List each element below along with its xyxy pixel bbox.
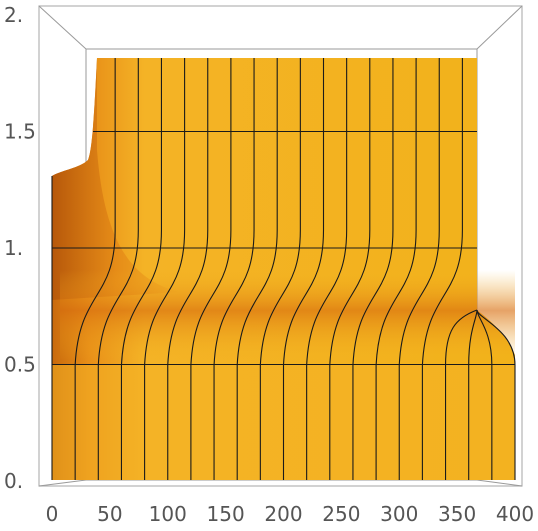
- mesh-vertical-line: [329, 58, 371, 480]
- mesh-vertical-line: [398, 58, 440, 480]
- x-tick-label: 300: [380, 502, 418, 526]
- y-tick-label: 1.5: [4, 120, 36, 144]
- x-tick-label: 0: [46, 502, 59, 526]
- mesh-vertical-line: [375, 58, 417, 480]
- y-tick-label: 2.: [4, 3, 23, 27]
- x-tick-label: 150: [207, 502, 245, 526]
- mesh-vertical-line: [97, 58, 139, 480]
- mesh-vertical-line: [421, 58, 463, 480]
- x-tick-label: 400: [496, 502, 534, 526]
- y-tick-label: 1.: [4, 236, 23, 260]
- mesh-vertical-line: [352, 58, 394, 480]
- mesh-vertical-line: [190, 58, 232, 480]
- x-axis-ticks: 0 50 100 150 200 250 300 350 400: [46, 502, 534, 526]
- y-axis-ticks: 0. 0.5 1. 1.5 2.: [4, 3, 36, 493]
- mesh-vertical-line: [213, 58, 255, 480]
- mesh-vertical-line: [476, 309, 516, 480]
- y-tick-label: 0.5: [4, 353, 36, 377]
- x-tick-label: 250: [322, 502, 360, 526]
- y-tick-label: 0.: [4, 469, 23, 493]
- mesh-vertical-line: [259, 58, 301, 480]
- mesh-vertical-line: [306, 58, 348, 480]
- mesh-vertical-line: [167, 58, 209, 480]
- x-tick-label: 200: [264, 502, 302, 526]
- mesh-vertical-line: [74, 58, 116, 480]
- mesh-vertical-line: [282, 58, 325, 480]
- mesh-vertical-line: [120, 58, 162, 480]
- surface-left-wall: [52, 58, 180, 300]
- mesh-vertical-line: [144, 58, 186, 480]
- mesh-lines: [51, 58, 516, 480]
- x-tick-label: 100: [149, 502, 187, 526]
- mesh-vertical-line: [236, 58, 278, 480]
- x-tick-label: 350: [438, 502, 476, 526]
- x-tick-label: 50: [97, 502, 122, 526]
